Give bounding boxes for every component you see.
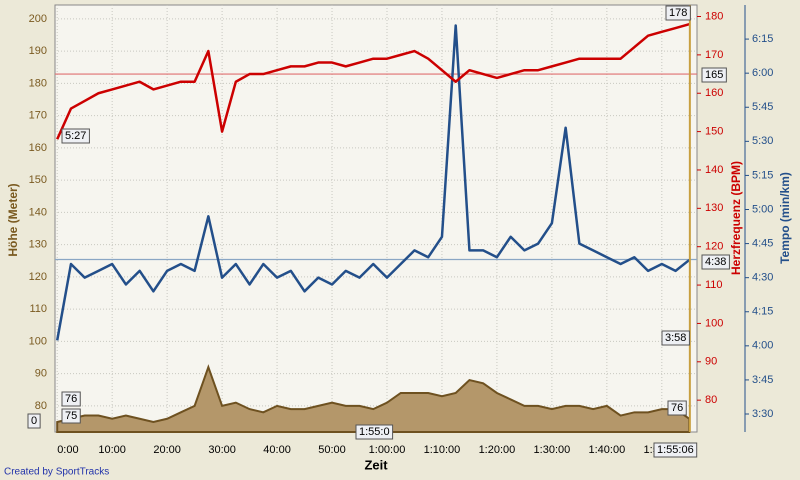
y-tick-label: 200 (29, 13, 47, 25)
series-line (56, 22, 690, 140)
y2-tick-label: 90 (705, 356, 717, 368)
y2-tick-label: 120 (705, 241, 723, 253)
y3-tick-label: 3:45 (752, 374, 773, 386)
y3-tick-label: 4:15 (752, 306, 773, 318)
x-tick-label: 1:10:00 (424, 444, 461, 456)
y3-tick-label: 5:30 (752, 135, 773, 147)
y3-tick-label: 3:30 (752, 408, 773, 420)
annotation-box (653, 442, 698, 458)
annotation-box (661, 330, 690, 346)
y-tick-label: 80 (35, 400, 47, 412)
x-tick-label: 40:00 (263, 444, 291, 456)
y3-tick-label: 4:30 (752, 272, 773, 284)
y-tick-label: 130 (29, 239, 47, 251)
y3-tick-label: 5:45 (752, 101, 773, 113)
y-tick-label: 120 (29, 271, 47, 283)
annotation: 178 (669, 7, 687, 19)
y-tick-label: 110 (29, 303, 47, 315)
y2-tick-label: 80 (705, 394, 717, 406)
y-tick-label: 190 (29, 45, 47, 57)
y-tick-label: 180 (29, 77, 47, 89)
annotation-box (665, 5, 691, 21)
x-tick-label: 1:40:00 (589, 444, 626, 456)
y2-tick-label: 110 (705, 279, 723, 291)
annotation: 5:27 (65, 130, 86, 142)
y2-tick-label: 140 (705, 164, 723, 176)
y-tick-label: 140 (29, 206, 47, 218)
x-tick-label: 1:00:00 (369, 444, 406, 456)
x-tick-label: 1:30:00 (534, 444, 571, 456)
y-tick-label: 100 (29, 335, 47, 347)
x-tick-label: 10:00 (98, 444, 126, 456)
annotation: 3:58 (665, 332, 686, 344)
annotation: 1:55:06 (657, 444, 694, 456)
annotation: 0 (31, 415, 37, 427)
y-axis-label: Höhe (Meter) (6, 183, 20, 256)
plot-area (54, 4, 698, 433)
x-tick-label: 30:00 (208, 444, 236, 456)
x-tick-label: 1:20:00 (479, 444, 516, 456)
x-tick-label: 50:00 (318, 444, 346, 456)
y3-tick-label: 6:15 (752, 33, 773, 45)
y2-tick-label: 180 (705, 10, 723, 22)
y3-tick-label: 4:45 (752, 237, 773, 249)
y2-tick-label: 130 (705, 202, 723, 214)
y2-tick-label: 170 (705, 49, 723, 61)
y3-tick-label: 5:15 (752, 169, 773, 181)
annotation-box (701, 254, 730, 270)
y3-axis-label: Tempo (min/km) (778, 172, 792, 264)
annotation-box (27, 413, 41, 429)
annotation-box (61, 408, 81, 424)
annotation: 165 (705, 69, 723, 81)
y3-tick-label: 4:00 (752, 340, 773, 352)
footer: Created by SportTracks (4, 467, 109, 478)
y2-tick-label: 100 (705, 317, 723, 329)
x-axis-label: Zeit (364, 457, 388, 472)
series-line (55, 24, 691, 341)
annotation-box (61, 391, 81, 407)
y-tick-label: 90 (35, 368, 47, 380)
y-tick-label: 160 (29, 142, 47, 154)
y2-tick-label: 150 (705, 126, 723, 138)
annotation: 4:38 (705, 256, 726, 268)
annotation: 75 (65, 410, 77, 422)
y2-axis-label: Herzfrequenz (BPM) (729, 161, 743, 275)
annotation-box (61, 128, 90, 144)
y3-tick-label: 6:00 (752, 67, 773, 79)
y-tick-label: 150 (29, 174, 47, 186)
y-tick-label: 170 (29, 110, 47, 122)
y3-tick-label: 5:00 (752, 203, 773, 215)
x-tick-label: 20:00 (153, 444, 181, 456)
annotation: 1:55:0 (359, 426, 390, 438)
x-tick-label: 0:00 (57, 444, 78, 456)
annotation-box (667, 400, 687, 416)
elevation-area (56, 364, 691, 433)
annotation: 76 (671, 402, 683, 414)
annotation-box (355, 424, 394, 440)
annotation: 76 (65, 393, 77, 405)
annotation-box (701, 67, 727, 83)
y2-tick-label: 160 (705, 87, 723, 99)
